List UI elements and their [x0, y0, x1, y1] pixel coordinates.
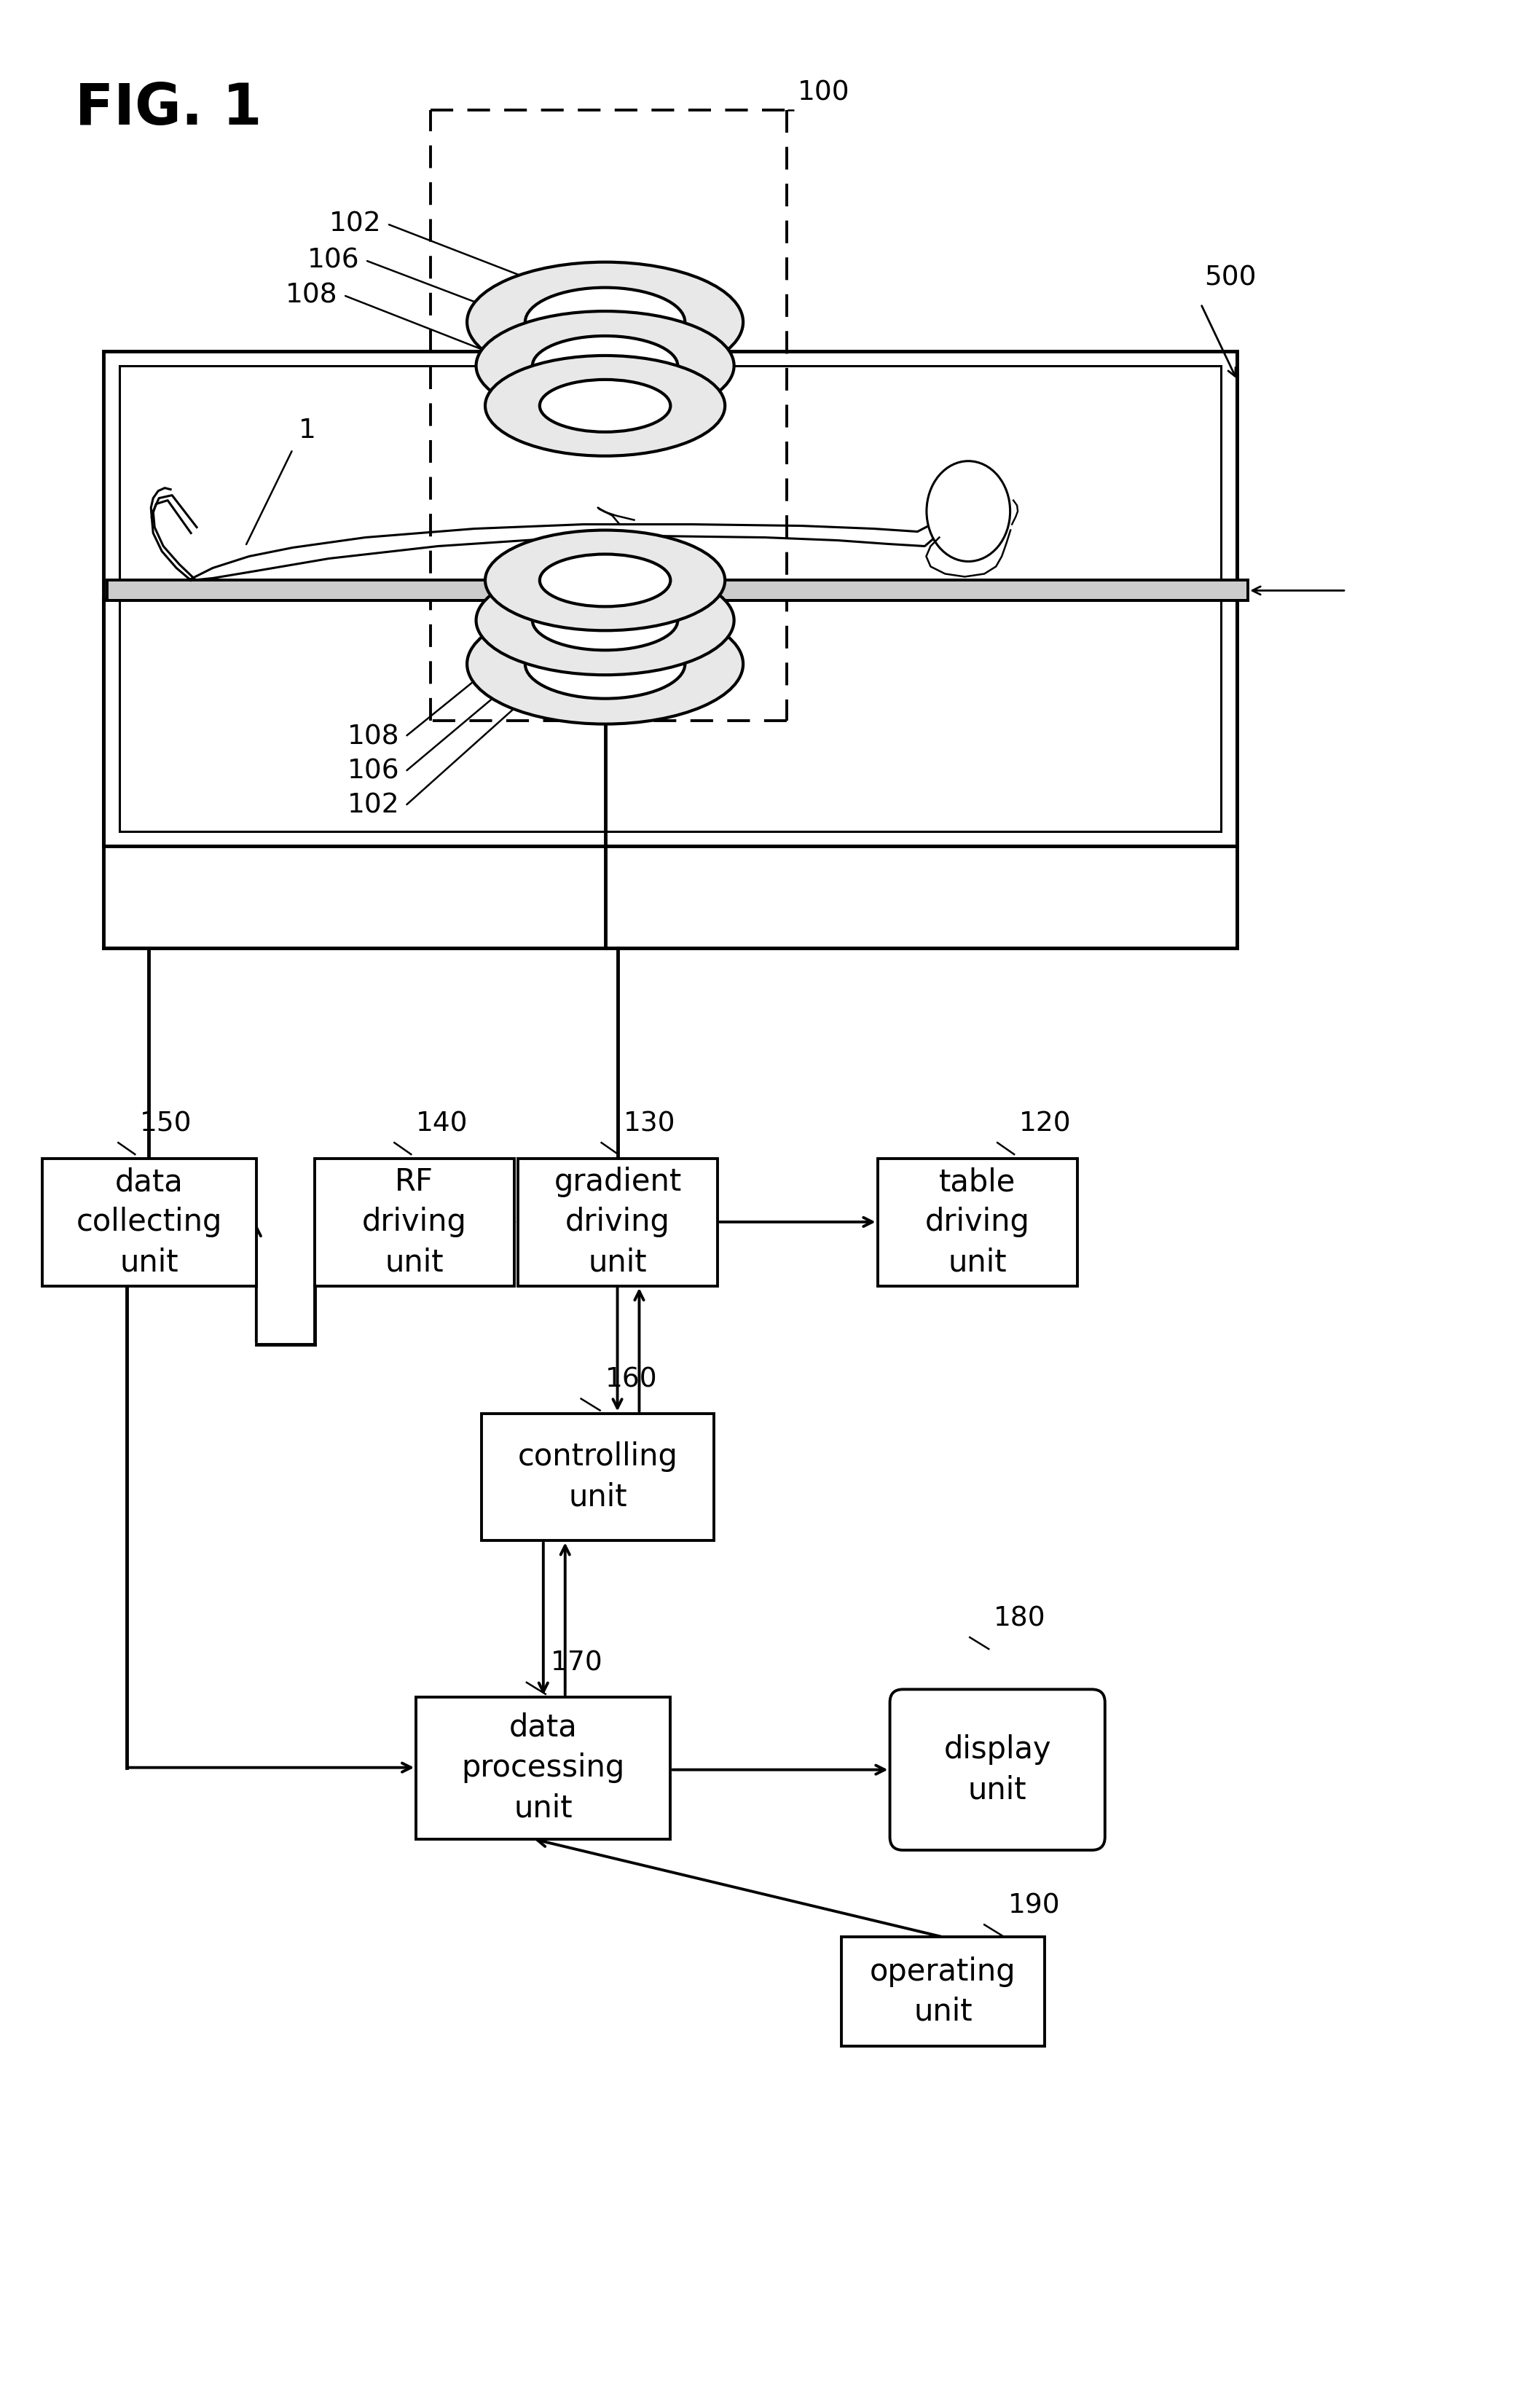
Bar — [108, 581, 1247, 600]
Text: 150: 150 — [140, 1112, 192, 1136]
Bar — [120, 365, 1221, 831]
Bar — [517, 1160, 718, 1287]
Ellipse shape — [467, 605, 744, 725]
Ellipse shape — [467, 262, 744, 382]
Ellipse shape — [485, 531, 725, 631]
Ellipse shape — [927, 461, 1010, 562]
Bar — [103, 351, 1237, 845]
Text: controlling
unit: controlling unit — [517, 1441, 678, 1513]
Ellipse shape — [525, 288, 685, 358]
Text: 140: 140 — [416, 1112, 468, 1136]
Ellipse shape — [539, 379, 670, 432]
Text: 1: 1 — [299, 418, 316, 444]
Ellipse shape — [533, 336, 678, 396]
Text: operating
unit: operating unit — [870, 1957, 1016, 2026]
Bar — [314, 1160, 514, 1287]
Text: RF
driving
unit: RF driving unit — [362, 1167, 467, 1277]
Text: 106: 106 — [308, 247, 359, 274]
Bar — [878, 1160, 1078, 1287]
Text: data
processing
unit: data processing unit — [462, 1712, 625, 1822]
Bar — [416, 1698, 670, 1839]
Ellipse shape — [525, 629, 685, 699]
Text: 160: 160 — [605, 1366, 658, 1393]
Bar — [841, 1938, 1044, 2046]
Text: 108: 108 — [285, 281, 337, 307]
Bar — [482, 1414, 715, 1541]
Text: gradient
driving
unit: gradient driving unit — [554, 1167, 682, 1277]
Ellipse shape — [533, 591, 678, 651]
Text: 130: 130 — [624, 1112, 676, 1136]
Ellipse shape — [476, 567, 735, 675]
Text: 500: 500 — [1204, 264, 1257, 291]
Text: 106: 106 — [348, 759, 399, 785]
Text: 180: 180 — [993, 1606, 1046, 1633]
Text: display
unit: display unit — [944, 1734, 1052, 1806]
Text: 102: 102 — [330, 211, 382, 238]
Text: table
driving
unit: table driving unit — [926, 1167, 1030, 1277]
Text: 120: 120 — [1019, 1112, 1072, 1136]
Ellipse shape — [476, 312, 735, 420]
Text: 102: 102 — [348, 792, 399, 819]
Text: 170: 170 — [551, 1649, 602, 1676]
Text: 100: 100 — [798, 79, 850, 106]
FancyBboxPatch shape — [890, 1690, 1104, 1851]
Text: 108: 108 — [348, 723, 399, 749]
Ellipse shape — [539, 555, 670, 607]
Text: 190: 190 — [1009, 1892, 1061, 1918]
Bar — [42, 1160, 256, 1287]
Text: FIG. 1: FIG. 1 — [74, 82, 262, 137]
Text: data
collecting
unit: data collecting unit — [75, 1167, 222, 1277]
Ellipse shape — [485, 355, 725, 456]
